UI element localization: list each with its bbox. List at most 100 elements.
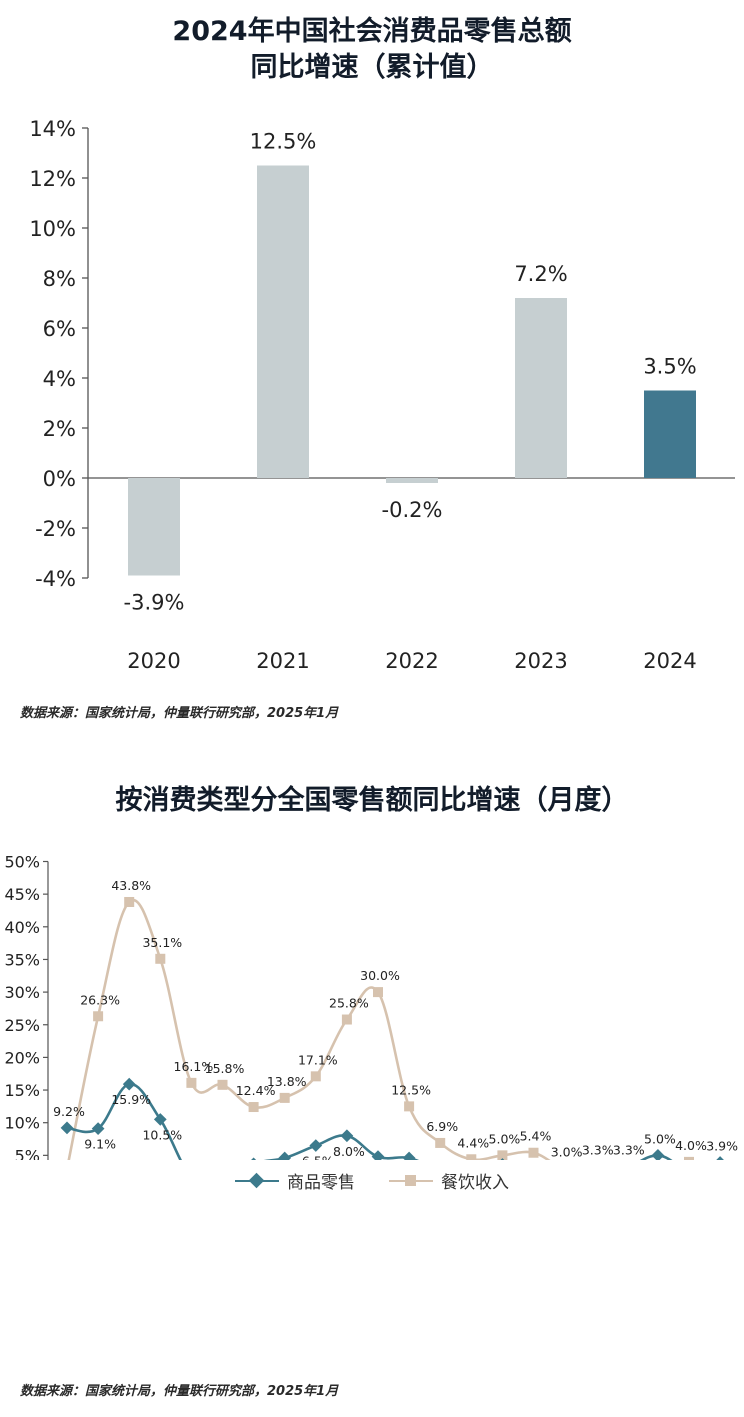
- catering-point: [124, 896, 135, 907]
- retail-data-label: 9.2%: [53, 1104, 85, 1119]
- x-tick-label: 2022: [385, 649, 438, 673]
- catering-data-label: 35.1%: [142, 935, 182, 950]
- y-tick-label: 10%: [29, 217, 76, 241]
- square-marker-icon: [405, 1174, 416, 1186]
- catering-point: [93, 1011, 104, 1022]
- catering-data-label: 3.3%: [582, 1142, 614, 1157]
- catering-data-label: 17.1%: [298, 1052, 338, 1067]
- catering-point: [373, 987, 383, 998]
- bar-2021: [257, 165, 309, 478]
- catering-data-label: 12.5%: [391, 1082, 431, 1097]
- catering-point: [684, 1156, 694, 1160]
- retail-data-label: 3.9%: [706, 1139, 738, 1154]
- catering-point: [497, 1150, 508, 1160]
- bar-value-label: 3.5%: [643, 355, 696, 379]
- bar-value-label: 12.5%: [250, 130, 317, 154]
- y-tick-label: 8%: [43, 267, 76, 291]
- retail-point: [247, 1157, 260, 1160]
- catering-point: [466, 1154, 477, 1160]
- bar-value-label: -0.2%: [382, 498, 443, 522]
- bar-value-label: 7.2%: [514, 262, 567, 286]
- y-tick-label: 0%: [43, 467, 76, 491]
- catering-point: [435, 1137, 446, 1148]
- y-tick-label: 2%: [43, 417, 76, 441]
- catering-data-label: 3.0%: [551, 1144, 583, 1159]
- y-tick-label: 25%: [4, 1016, 40, 1035]
- legend-label-retail: 商品零售: [287, 1173, 355, 1193]
- catering-data-label: 12.4%: [236, 1083, 276, 1098]
- retail-point: [651, 1148, 665, 1160]
- x-tick-label: 2020: [127, 649, 180, 673]
- catering-data-label: 16.1%: [174, 1059, 214, 1074]
- retail-data-label: 9.1%: [84, 1137, 116, 1152]
- series-line-retail: [66, 1082, 673, 1160]
- retail-point: [122, 1077, 136, 1091]
- legend-label-catering: 餐饮收入: [441, 1173, 509, 1193]
- line-chart-legend: 商品零售 餐饮收入: [0, 1168, 744, 1193]
- retail-data-label: 15.9%: [111, 1092, 151, 1107]
- catering-data-label: 13.8%: [267, 1074, 307, 1089]
- catering-data-label: 5.0%: [489, 1131, 521, 1146]
- bar-2020: [128, 478, 180, 576]
- catering-data-label: 3.3%: [613, 1142, 645, 1157]
- bar-chart-title: 2024年中国社会消费品零售总额 同比增速（累计值）: [0, 14, 744, 86]
- catering-data-label: 43.8%: [111, 878, 151, 893]
- catering-point: [528, 1147, 539, 1158]
- retail-point: [278, 1151, 292, 1160]
- y-tick-label: 45%: [4, 885, 40, 904]
- retail-point: [340, 1129, 354, 1143]
- bar-chart-title-line-1: 2024年中国社会消费品零售总额: [172, 16, 572, 47]
- legend-item-catering: 餐饮收入: [389, 1168, 509, 1193]
- catering-data-label: 25.8%: [329, 996, 369, 1011]
- y-tick-label: -2%: [35, 517, 76, 541]
- catering-point: [279, 1092, 290, 1103]
- x-tick-label: 2021: [256, 649, 309, 673]
- legend-line-retail: [235, 1172, 279, 1188]
- retail-point: [309, 1139, 323, 1152]
- y-tick-label: 12%: [29, 167, 76, 191]
- legend-item-retail: 商品零售: [235, 1168, 355, 1193]
- retail-point: [371, 1150, 385, 1160]
- catering-point: [341, 1014, 352, 1025]
- bar-value-label: -3.9%: [124, 591, 185, 615]
- catering-data-label: 26.3%: [80, 992, 120, 1007]
- x-tick-label: 2024: [643, 649, 696, 673]
- y-tick-label: 20%: [4, 1048, 40, 1067]
- diamond-marker-icon: [248, 1172, 265, 1188]
- retail-point: [402, 1151, 416, 1160]
- bar-2023: [515, 298, 567, 478]
- y-tick-label: 6%: [43, 317, 76, 341]
- line-chart: 0%5%10%15%20%25%30%35%40%45%50%2023年1–2月…: [4, 853, 738, 1160]
- y-tick-label: 35%: [4, 950, 40, 969]
- catering-point: [310, 1071, 321, 1082]
- line-chart-source: 数据来源：国家统计局，仲量联行研究部，2025年1月: [20, 1384, 339, 1399]
- catering-point: [217, 1079, 228, 1090]
- y-tick-label: 4%: [43, 367, 76, 391]
- bar-chart: -4% -2% 0% 2% 4% 6% 8% 10% 12% 14% -3.9% 2020 12.5% 2…: [29, 117, 735, 673]
- bar-chart-title-line-2: 同比增速（累计值）: [250, 52, 494, 83]
- catering-data-label: 4.0%: [675, 1138, 707, 1153]
- retail-point: [713, 1156, 727, 1160]
- y-tick-label: 40%: [4, 918, 40, 937]
- bar-2024: [644, 390, 696, 478]
- catering-point: [155, 953, 166, 964]
- catering-data-label: 5.4%: [520, 1129, 552, 1144]
- catering-point: [186, 1077, 197, 1088]
- catering-point: [248, 1102, 259, 1113]
- y-tick-label: 10%: [4, 1114, 40, 1133]
- legend-line-catering: [389, 1174, 433, 1186]
- retail-point: [60, 1121, 74, 1135]
- catering-data-label: 6.9%: [426, 1119, 458, 1134]
- bar-2022: [386, 478, 438, 483]
- catering-data-label: 15.8%: [205, 1061, 245, 1076]
- bar-chart-source: 数据来源：国家统计局，仲量联行研究部，2025年1月: [20, 706, 339, 721]
- retail-data-label: 8.0%: [333, 1144, 365, 1159]
- retail-data-label: 5.0%: [644, 1131, 676, 1146]
- line-chart-title: 按消费类型分全国零售额同比增速（月度）: [115, 785, 629, 816]
- x-tick-label: 2023: [514, 649, 567, 673]
- y-tick-label: -4%: [35, 567, 76, 591]
- y-tick-label: 5%: [15, 1146, 40, 1160]
- retail-data-label: 10.5%: [142, 1127, 182, 1142]
- catering-data-label: 4.4%: [457, 1135, 489, 1150]
- retail-point: [153, 1113, 167, 1126]
